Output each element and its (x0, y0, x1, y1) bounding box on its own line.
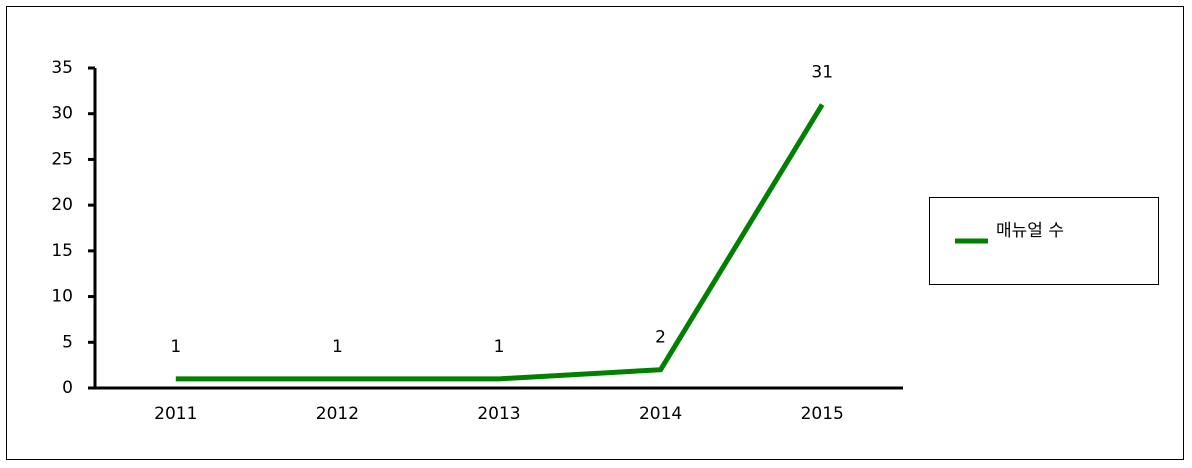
data-label: 1 (494, 337, 505, 357)
data-line (175, 103, 825, 382)
x-tick-label: 2012 (316, 404, 359, 424)
y-tick-label: 25 (51, 149, 73, 169)
x-tick-label: 2014 (639, 404, 682, 424)
data-label: 31 (811, 63, 833, 83)
y-tick-label: 5 (62, 332, 73, 352)
x-tick-label: 2011 (154, 404, 197, 424)
legend-label: 매뉴얼 수 (996, 221, 1064, 241)
y-tick-label: 35 (51, 58, 73, 78)
y-tick-label: 30 (51, 104, 73, 124)
y-tick-label: 10 (51, 287, 73, 307)
x-tick-label: 2013 (477, 404, 520, 424)
data-label: 1 (332, 337, 343, 357)
y-tick-label: 15 (51, 241, 73, 261)
y-tick-label: 20 (51, 195, 73, 215)
x-tick-label: 2015 (801, 404, 844, 424)
y-tick-label: 0 (62, 378, 73, 398)
data-label: 1 (170, 337, 181, 357)
data-label: 2 (655, 328, 666, 348)
